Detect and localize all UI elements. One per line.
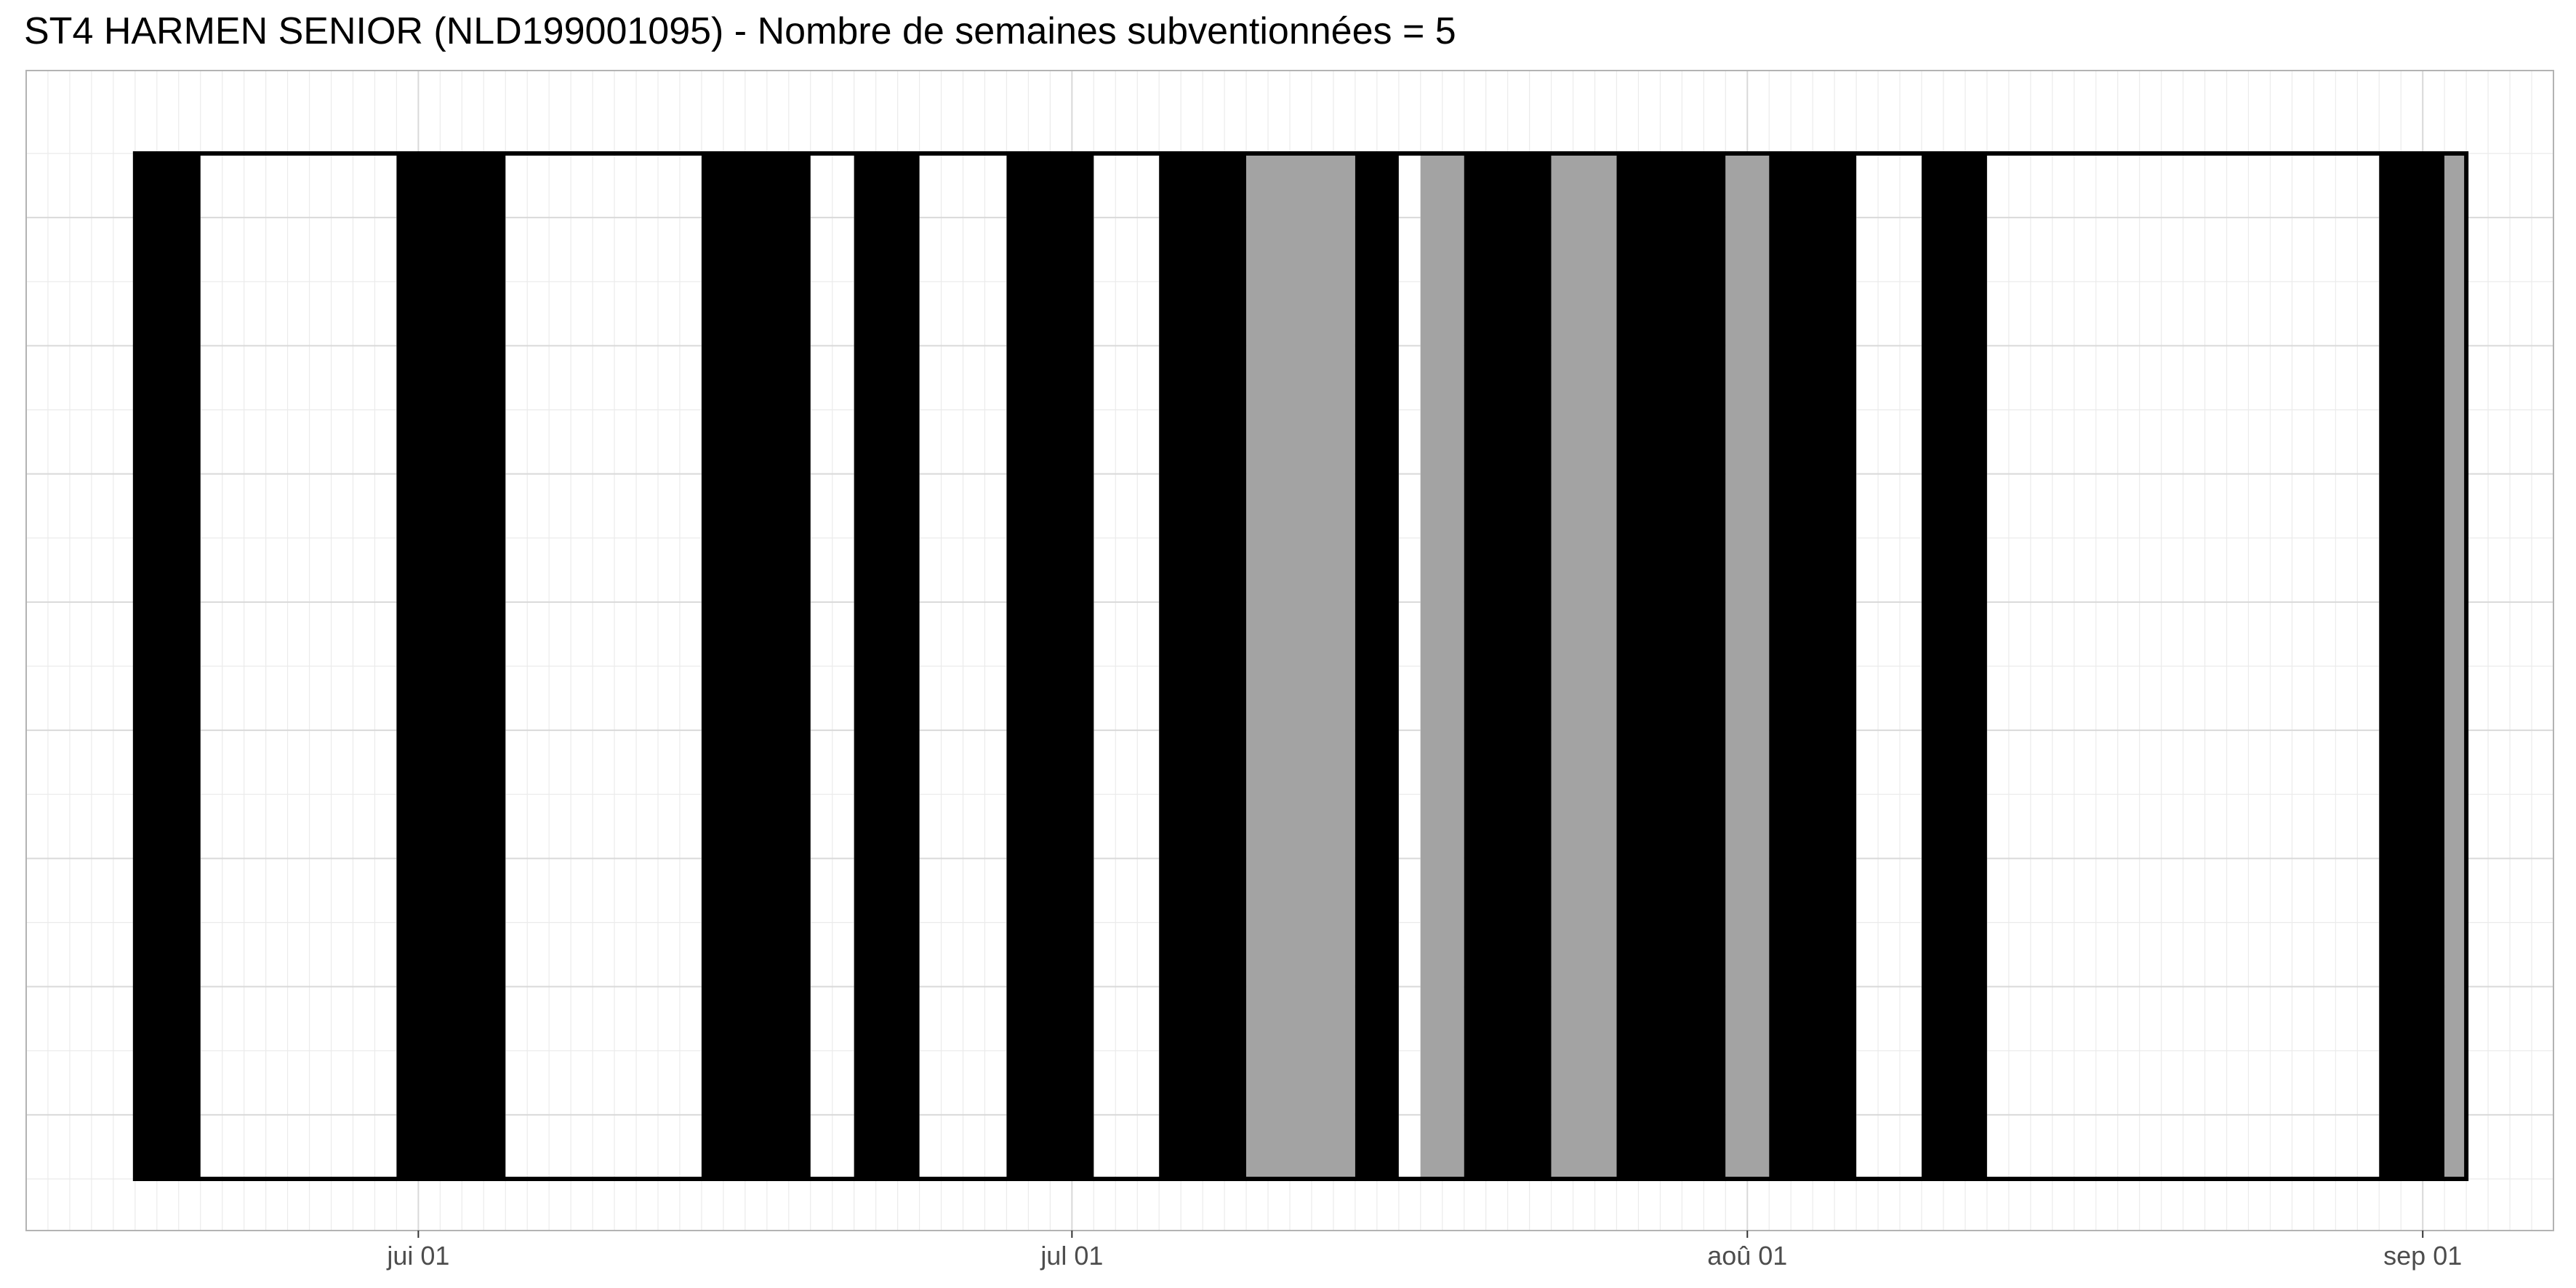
active-period-bar (1922, 153, 1987, 1179)
period-outline (132, 151, 2469, 1181)
chart-title: ST4 HARMEN SENIOR (NLD199001095) - Nombr… (24, 10, 1456, 52)
x-tick-label: jul 01 (1040, 1241, 1103, 1271)
subsidized-week-bar (1551, 153, 1617, 1179)
subsidized-week-bar (2444, 153, 2467, 1179)
active-period-bar (2379, 153, 2445, 1179)
x-axis: jui 01 jul 01 aoû 01 sep 01 (386, 1231, 2462, 1271)
subsidized-week-bar (1246, 153, 1355, 1179)
x-tick-label: aoû 01 (1707, 1241, 1787, 1271)
subsidized-week-bar (1725, 153, 1770, 1179)
panel-border (25, 70, 2554, 1231)
active-period-bar (1006, 153, 1094, 1179)
x-tick-label: sep 01 (2383, 1241, 2462, 1271)
subsidized-week-bar (1420, 153, 1464, 1179)
active-period-bar (1464, 153, 1552, 1179)
active-period-bar (1159, 153, 1247, 1179)
x-tick-label: jui 01 (386, 1241, 449, 1271)
bars-layer (135, 153, 2467, 1179)
active-period-bar (701, 153, 811, 1179)
active-period-bar (396, 153, 506, 1179)
active-period-bar (1616, 153, 1726, 1179)
active-period-bar (135, 153, 201, 1179)
active-period-bar (854, 153, 920, 1179)
active-period-bar (1769, 153, 1857, 1179)
active-period-bar (1355, 153, 1399, 1179)
